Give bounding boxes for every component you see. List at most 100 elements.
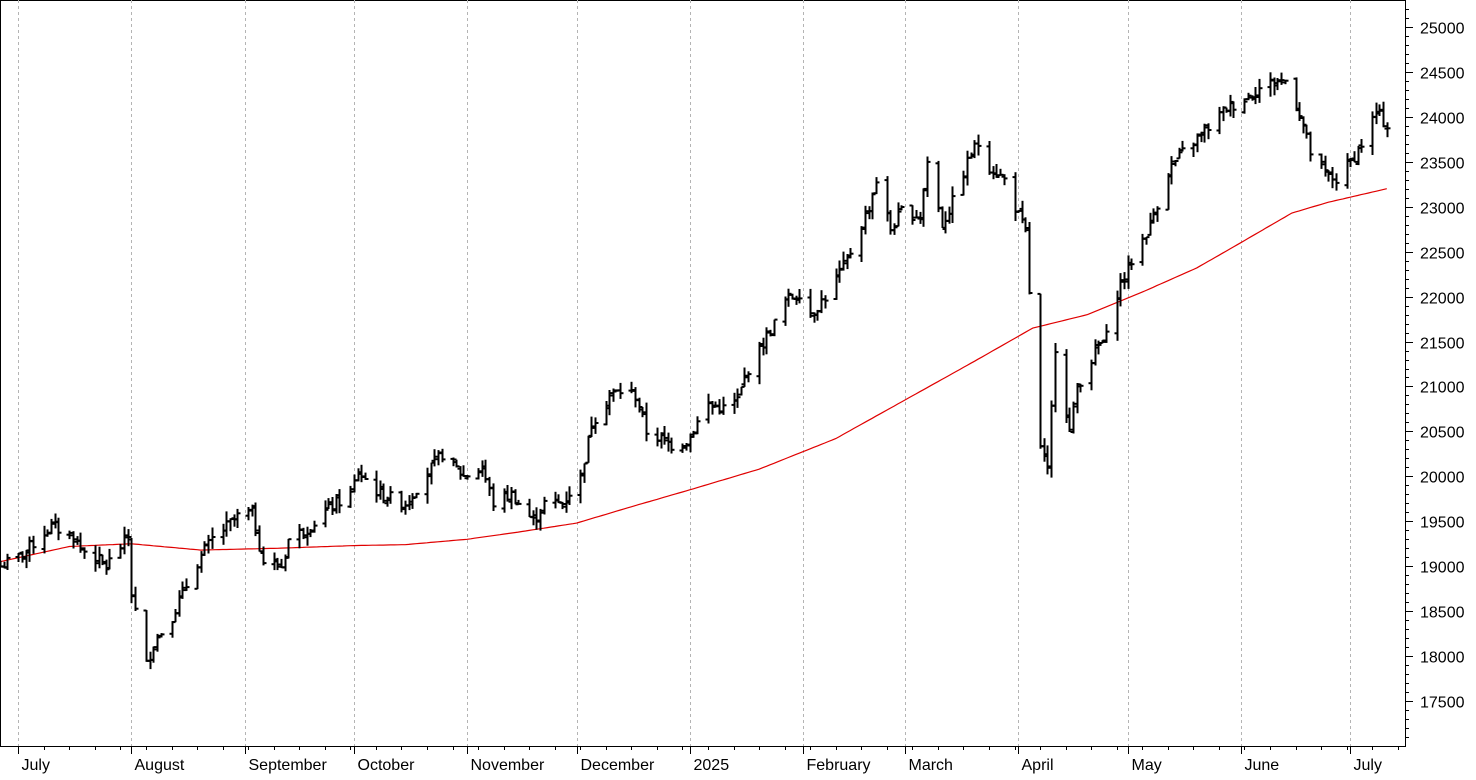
ohlc-bar <box>413 492 420 499</box>
ohlc-bar <box>1015 209 1022 213</box>
ohlc-bar <box>895 202 902 228</box>
y-tick-label: 18000 <box>1420 650 1465 667</box>
month-label: November <box>471 757 545 774</box>
ohlc-bar <box>1358 139 1365 153</box>
ohlc-bar <box>756 341 763 385</box>
ohlc-bar <box>588 416 595 438</box>
y-tick-label: 25000 <box>1420 21 1465 38</box>
ohlc-bar <box>1066 407 1073 432</box>
ohlc-bar <box>515 499 522 505</box>
month-label: September <box>249 757 328 774</box>
ohlc-bar <box>1172 160 1179 167</box>
month-label: June <box>1245 757 1280 774</box>
ohlc-bar <box>336 489 343 514</box>
ohlc-bar <box>150 646 157 663</box>
month-label: July <box>1354 757 1382 774</box>
ohlc-bar <box>679 443 686 453</box>
ohlc-bar <box>1121 272 1128 290</box>
ohlc-bar <box>307 529 314 538</box>
ohlc-bar <box>898 205 905 211</box>
ohlc-bar <box>179 581 186 599</box>
ohlc-bar <box>559 501 566 510</box>
ohlc-bar <box>92 545 99 572</box>
ohlc-bar <box>1022 217 1029 233</box>
plot-frame <box>0 0 1406 747</box>
ohlc-bar <box>606 390 613 416</box>
y-tick-label: 24500 <box>1420 66 1465 83</box>
ohlc-bar <box>183 578 190 592</box>
ohlc-bar <box>873 177 880 195</box>
ohlc-bar <box>1230 101 1237 118</box>
ohlc-bar <box>741 367 748 387</box>
ohlc-bar <box>1179 140 1186 152</box>
ohlc-bar <box>862 205 869 235</box>
month-label: February <box>807 757 871 774</box>
y-tick-label: 22500 <box>1420 246 1465 263</box>
ohlc-bar <box>1256 78 1263 103</box>
ohlc-bar <box>734 388 741 408</box>
ohlc-bar <box>577 469 584 504</box>
ohlc-bar <box>66 530 73 540</box>
ohlc-bar <box>70 531 77 549</box>
y-tick-label: 21500 <box>1420 336 1465 353</box>
moving-average-series <box>0 188 1387 563</box>
ohlc-bar <box>209 527 216 549</box>
ohlc-bar <box>993 164 1000 178</box>
ohlc-bar <box>106 548 113 571</box>
ohlc-bar <box>387 486 394 504</box>
ohlc-bar <box>1333 173 1340 191</box>
y-tick-label: 20500 <box>1420 425 1465 442</box>
ohlc-bar <box>1077 383 1084 393</box>
ohlc-bar <box>311 520 318 533</box>
ohlc-bar <box>1143 236 1150 245</box>
ohlc-bar <box>439 448 446 463</box>
ohlc-bar <box>1070 401 1077 434</box>
ohlc-bar <box>490 483 497 511</box>
month-label: 2025 <box>694 757 730 774</box>
ohlc-bar <box>154 633 161 652</box>
ohlc-bar <box>1296 102 1303 121</box>
ohlc-bar <box>913 210 920 219</box>
ohlc-bar <box>840 251 847 271</box>
ohlc-bar <box>77 532 84 553</box>
ohlc-bar <box>949 186 956 223</box>
ohlc-bar <box>1095 340 1102 355</box>
y-tick-label: 21000 <box>1420 380 1465 397</box>
ohlc-bar <box>643 402 650 442</box>
ohlc-bar <box>541 496 548 515</box>
ohlc-bar <box>1245 92 1252 101</box>
y-tick-label: 18500 <box>1420 605 1465 622</box>
ohlc-bar <box>1044 445 1051 475</box>
ohlc-bar <box>274 557 281 571</box>
ohlc-bar <box>1154 206 1161 222</box>
ohlc-bar <box>431 449 438 467</box>
ohlc-bar <box>1194 133 1201 153</box>
ohlc-bar <box>1205 123 1212 140</box>
ohlc-bar <box>132 586 139 611</box>
ohlc-bar <box>694 416 701 435</box>
ohlc-bar <box>1117 273 1124 307</box>
ohlc-bar <box>975 134 982 156</box>
ohlc-bar <box>1380 101 1387 128</box>
ohlc-bar <box>81 547 88 559</box>
y-tick-label: 23500 <box>1420 156 1465 173</box>
ohlc-bar <box>1128 258 1135 270</box>
ohlc-bar <box>1347 158 1354 168</box>
month-label: March <box>909 757 953 774</box>
moving-average-line <box>0 188 1387 563</box>
y-tick-label: 20000 <box>1420 470 1465 487</box>
ohlc-bar <box>668 437 675 454</box>
y-tick-label: 24000 <box>1420 111 1465 128</box>
ohlc-bar <box>533 507 540 530</box>
ohlc-bar <box>19 551 26 563</box>
ohlc-bar <box>325 498 332 510</box>
ohlc-bar <box>362 472 369 480</box>
ohlc-bar <box>453 459 460 468</box>
ohlc-bar <box>125 529 132 547</box>
ohlc-bar <box>920 187 927 227</box>
ohlc-bar <box>997 168 1004 177</box>
ohlc-bar <box>661 426 668 445</box>
ohlc-bar <box>785 288 792 307</box>
month-label: May <box>1132 757 1162 774</box>
ohlc-bar <box>592 417 599 434</box>
